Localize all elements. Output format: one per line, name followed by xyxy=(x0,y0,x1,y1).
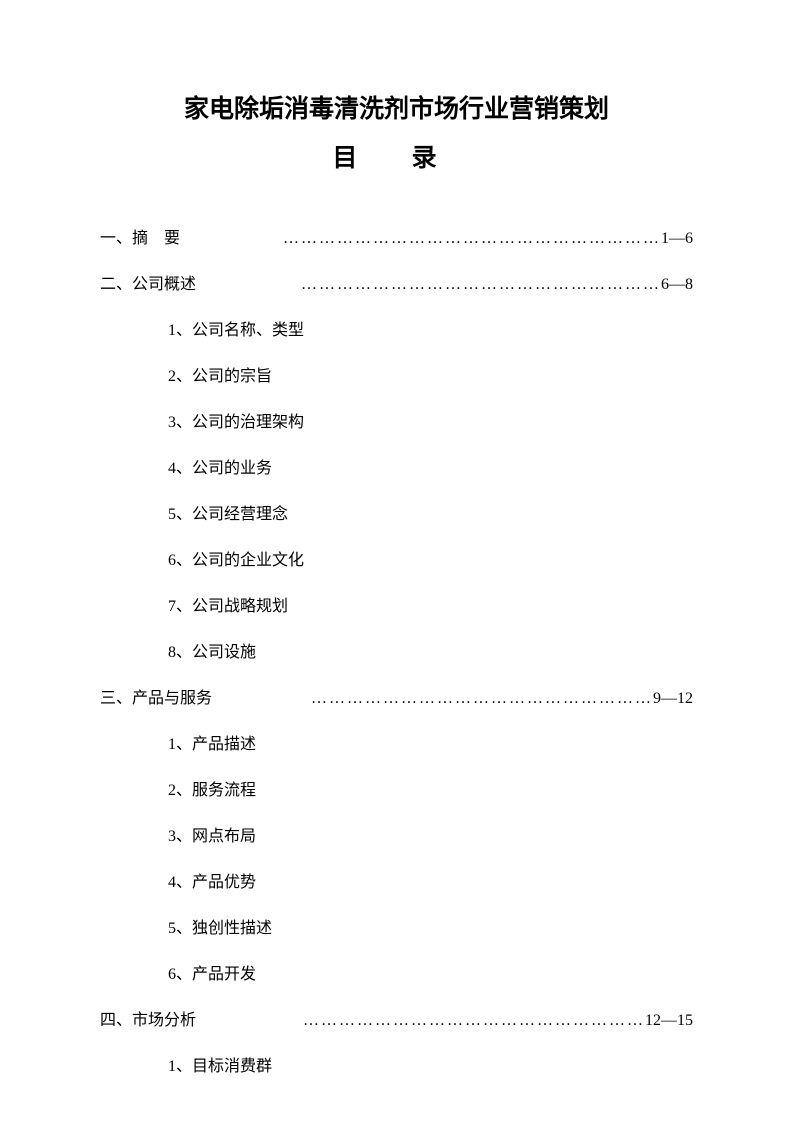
toc-pages: 12—15 xyxy=(645,1012,693,1030)
toc-dots: …………………………………………………… xyxy=(196,276,661,294)
toc-pages: 1—6 xyxy=(661,230,693,248)
toc-item: 2、公司的宗旨 xyxy=(168,362,693,386)
toc-section: 二、公司概述……………………………………………………6—8 xyxy=(100,270,693,294)
toc-item: 6、产品开发 xyxy=(168,960,693,984)
toc-dots: ………………………………………………… xyxy=(196,1012,645,1030)
document-subtitle: 目 录 xyxy=(100,138,693,174)
toc-item: 5、独创性描述 xyxy=(168,914,693,938)
toc-section: 一、摘 要………………………………………………………1—6 xyxy=(100,224,693,248)
toc-section-heading: 三、产品与服务 xyxy=(100,684,212,708)
toc-item: 1、产品描述 xyxy=(168,730,693,754)
toc-dots: ……………………………………………………… xyxy=(180,230,661,248)
toc-item: 5、公司经营理念 xyxy=(168,500,693,524)
toc-section: 三、产品与服务 …………………………………………………9—12 xyxy=(100,684,693,708)
toc-dots: ………………………………………………… xyxy=(212,690,653,708)
table-of-contents: 一、摘 要………………………………………………………1—6二、公司概述……………… xyxy=(100,224,693,1076)
toc-section-heading: 四、市场分析 xyxy=(100,1006,196,1030)
toc-item: 8、公司设施 xyxy=(168,638,693,662)
toc-section-heading: 二、公司概述 xyxy=(100,270,196,294)
toc-item: 6、公司的企业文化 xyxy=(168,546,693,570)
toc-item: 4、公司的业务 xyxy=(168,454,693,478)
toc-item: 2、服务流程 xyxy=(168,776,693,800)
toc-pages: 6—8 xyxy=(661,276,693,294)
toc-item: 4、产品优势 xyxy=(168,868,693,892)
toc-item: 3、公司的治理架构 xyxy=(168,408,693,432)
toc-section-heading: 一、摘 要 xyxy=(100,224,180,248)
toc-item: 7、公司战略规划 xyxy=(168,592,693,616)
toc-item: 3、网点布局 xyxy=(168,822,693,846)
toc-item: 1、公司名称、类型 xyxy=(168,316,693,340)
toc-item: 1、目标消费群 xyxy=(168,1052,693,1076)
toc-section: 四、市场分析…………………………………………………12—15 xyxy=(100,1006,693,1030)
toc-pages: 9—12 xyxy=(653,690,693,708)
document-title: 家电除垢消毒清洗剂市场行业营销策划 xyxy=(100,90,693,130)
